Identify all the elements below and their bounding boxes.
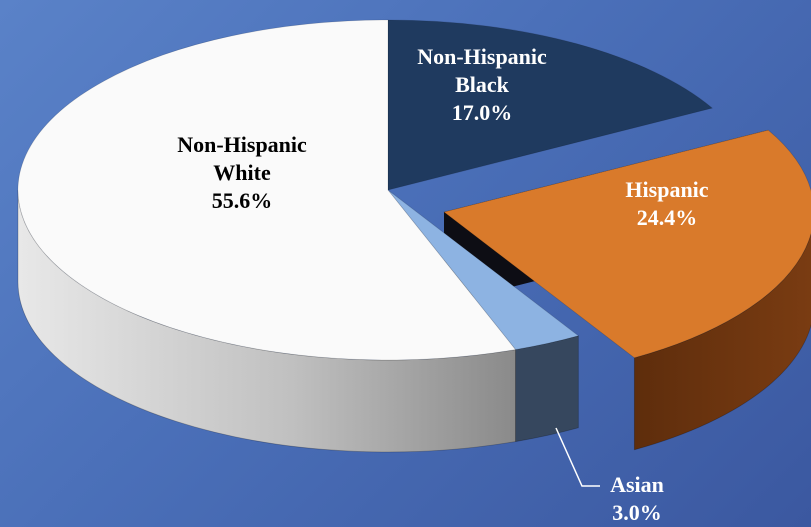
slice-percent-2: 3.0% — [612, 500, 662, 525]
pie-slice-0 — [387, 19, 714, 191]
slice-name-line-2-0: Asian — [610, 472, 664, 497]
slice-name-line-3-0: Non-Hispanic — [177, 132, 307, 157]
asian-leader-line — [555, 427, 600, 487]
pie-slice-side-2 — [515, 335, 579, 443]
pie-slice-side-1 — [633, 231, 811, 451]
slice-label-2: Asian 3.0% — [610, 472, 664, 525]
slice-label-3: Non-Hispanic White 55.6% — [177, 132, 307, 213]
slice-name-line-1-0: Hispanic — [625, 177, 708, 202]
pie-slice-2 — [387, 189, 580, 351]
slice-name-line-0-0: Non-Hispanic — [417, 44, 547, 69]
slice-percent-3: 55.6% — [212, 188, 273, 213]
slice-name-line-0-1: Black — [455, 72, 510, 97]
slice-label-0: Non-Hispanic Black 17.0% — [417, 44, 547, 125]
pie-slice-3 — [17, 19, 517, 361]
slice-name-line-3-1: White — [213, 160, 271, 185]
pie-slice-1 — [443, 129, 811, 359]
slice-label-1: Hispanic 24.4% — [625, 177, 708, 230]
slice-percent-1: 24.4% — [637, 205, 698, 230]
slice-percent-0: 17.0% — [452, 100, 513, 125]
